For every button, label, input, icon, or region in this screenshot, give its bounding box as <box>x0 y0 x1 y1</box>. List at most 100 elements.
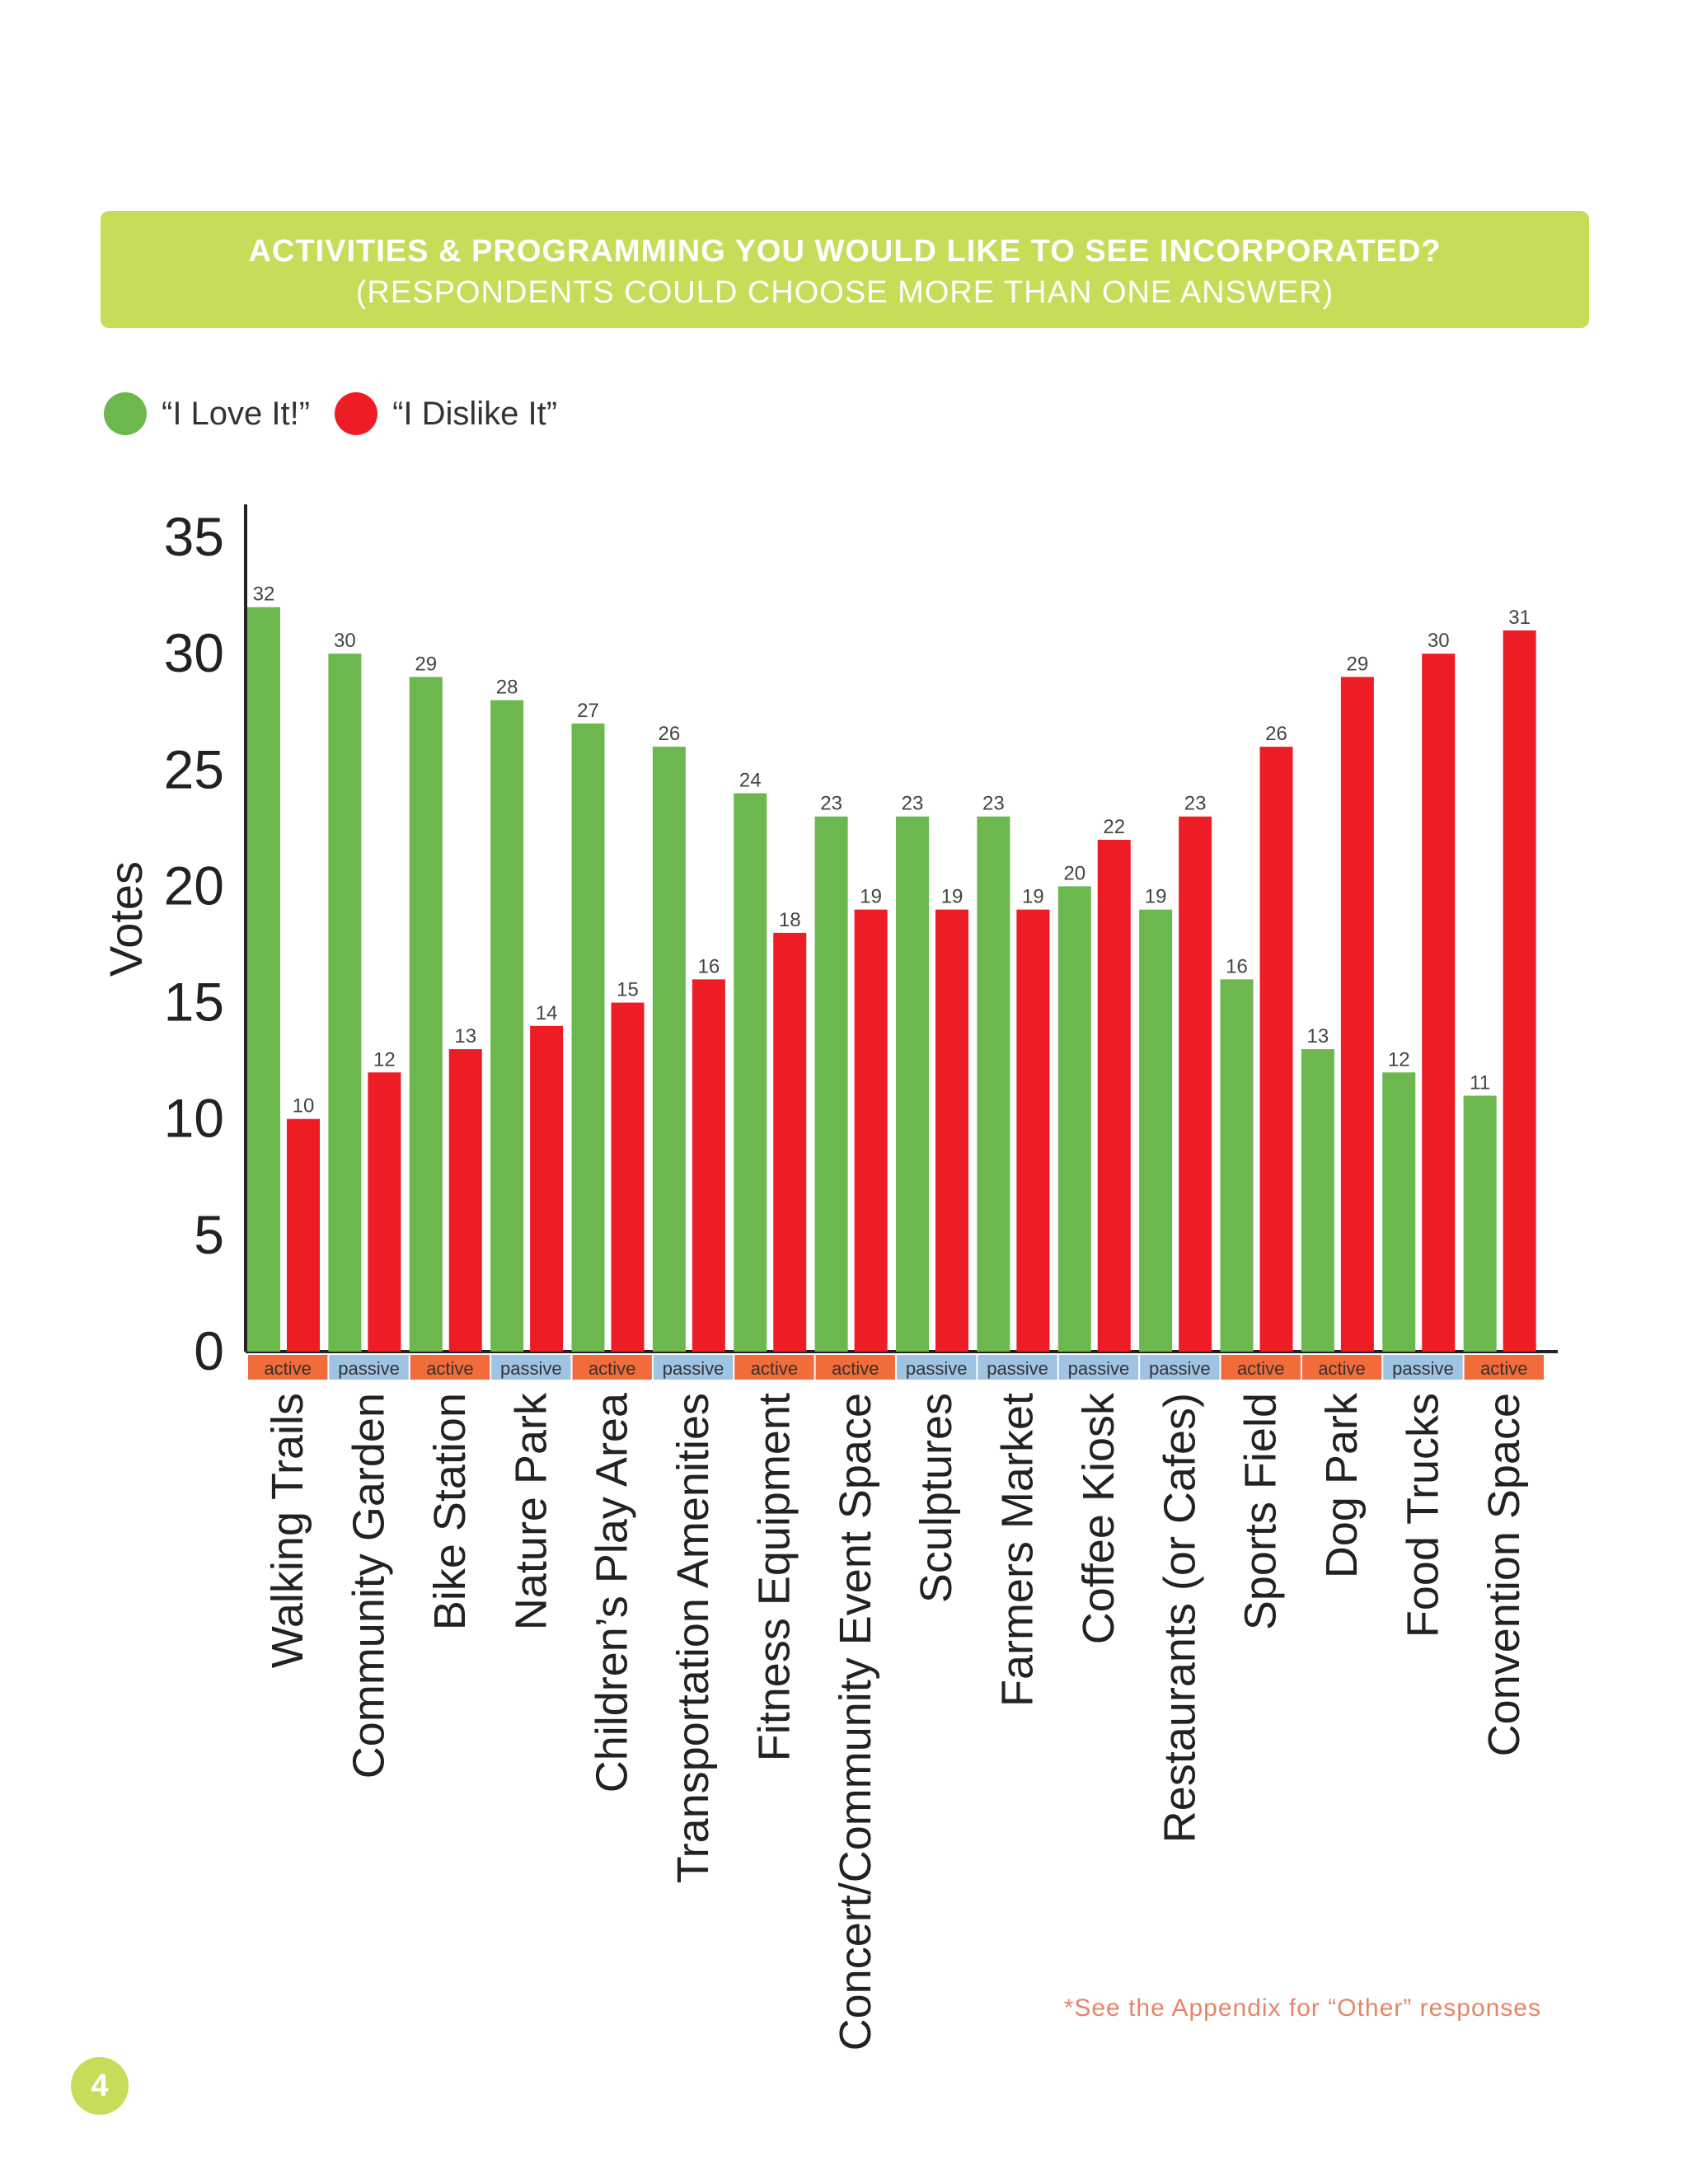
bar-dislike <box>854 909 888 1352</box>
data-label-love: 23 <box>902 793 924 815</box>
chart-subtitle: (RESPONDENTS COULD CHOOSE MORE THAN ONE … <box>355 275 1334 310</box>
bar-dislike <box>611 1002 645 1352</box>
legend-entry-love: “I Love It!” <box>104 392 310 435</box>
x-category-label: Dog Park <box>1317 1392 1367 1578</box>
bar-dislike <box>1179 816 1212 1352</box>
bar-love <box>1057 886 1091 1352</box>
data-label-dislike: 19 <box>1022 886 1044 908</box>
data-label-dislike: 18 <box>779 909 801 931</box>
x-category-label: Bike Station <box>425 1393 475 1630</box>
bar-love <box>1382 1072 1416 1352</box>
x-category-label: Concert/Community Event Space <box>831 1393 880 2050</box>
data-label-love: 12 <box>1388 1048 1410 1071</box>
bar-dislike <box>287 1118 320 1352</box>
data-label-dislike: 16 <box>698 955 720 977</box>
tag-active <box>1464 1355 1544 1380</box>
tag-passive <box>897 1355 977 1380</box>
bar-dislike <box>1259 747 1293 1352</box>
tag-active <box>734 1355 814 1380</box>
tag-label: passive <box>1149 1358 1211 1379</box>
bar-love <box>490 700 524 1352</box>
data-label-love: 29 <box>415 653 437 675</box>
data-label-dislike: 19 <box>941 886 964 908</box>
tag-label: active <box>264 1358 311 1379</box>
data-label-dislike: 15 <box>617 979 639 1001</box>
bar-love <box>896 816 929 1352</box>
bar-love <box>328 654 362 1352</box>
y-tick-label: 0 <box>194 1320 224 1381</box>
footnote: *See the Appendix for “Other” responses <box>1063 1994 1541 2022</box>
legend-entry-dislike: “I Dislike It” <box>335 392 557 435</box>
data-label-dislike: 14 <box>536 1002 558 1024</box>
data-label-dislike: 10 <box>293 1095 315 1118</box>
bar-love <box>734 793 767 1352</box>
x-category-label: Convention Space <box>1479 1393 1529 1756</box>
chart-title: ACTIVITIES & PROGRAMMING YOU WOULD LIKE … <box>248 234 1442 269</box>
tag-passive <box>1383 1355 1463 1380</box>
data-label-love: 16 <box>1226 955 1248 977</box>
data-label-dislike: 23 <box>1184 793 1207 815</box>
tag-passive <box>329 1355 409 1380</box>
legend: “I Love It!” “I Dislike It” <box>104 391 582 437</box>
data-label-love: 23 <box>820 793 842 815</box>
data-label-dislike: 30 <box>1428 630 1450 652</box>
y-tick-label: 25 <box>164 738 224 799</box>
y-tick-label: 5 <box>194 1204 224 1265</box>
tag-label: passive <box>500 1358 562 1379</box>
tag-label: passive <box>1392 1358 1454 1379</box>
y-axis-title: Votes <box>100 861 152 977</box>
data-label-love: 19 <box>1145 886 1167 908</box>
tag-active <box>572 1355 652 1380</box>
y-tick-label: 15 <box>164 972 224 1033</box>
bar-dislike <box>530 1025 564 1352</box>
y-tick-label: 10 <box>164 1088 224 1149</box>
x-category-label: Children’s Play Area <box>588 1392 637 1793</box>
page-number: 4 <box>71 2057 129 2115</box>
bar-love <box>1139 909 1173 1352</box>
legend-label-love: “I Love It!” <box>162 395 311 432</box>
legend-swatch-love <box>104 392 147 435</box>
x-category-label: Farmers Market <box>993 1393 1043 1707</box>
bar-dislike <box>1016 909 1050 1352</box>
bar-love <box>977 816 1010 1352</box>
bar-dislike <box>448 1049 482 1352</box>
data-label-love: 20 <box>1063 862 1085 884</box>
tag-passive <box>978 1355 1057 1380</box>
tag-label: passive <box>663 1358 724 1379</box>
bar-dislike <box>773 932 807 1352</box>
x-category-label: Nature Park <box>506 1392 556 1630</box>
tag-label: passive <box>987 1358 1048 1379</box>
tag-active <box>248 1355 328 1380</box>
tag-label: passive <box>338 1358 400 1379</box>
legend-label-dislike: “I Dislike It” <box>392 395 558 432</box>
x-category-label: Restaurants (or Cafes) <box>1155 1393 1204 1843</box>
data-label-love: 11 <box>1470 1071 1490 1094</box>
x-category-label: Coffee Kiosk <box>1074 1392 1123 1644</box>
tag-label: active <box>1237 1358 1284 1379</box>
bar-dislike <box>368 1072 401 1352</box>
bar-love <box>409 677 443 1352</box>
data-label-love: 23 <box>982 793 1005 815</box>
data-label-love: 13 <box>1307 1025 1329 1047</box>
data-label-love: 24 <box>739 770 762 792</box>
tag-active <box>1221 1355 1301 1380</box>
bar-dislike <box>1503 630 1536 1352</box>
bar-dislike <box>1422 654 1456 1352</box>
y-tick-label: 20 <box>164 855 224 916</box>
data-label-love: 28 <box>496 677 518 699</box>
bar-love <box>571 723 605 1352</box>
bar-love <box>1463 1095 1497 1352</box>
tag-passive <box>1058 1355 1139 1380</box>
data-label-dislike: 31 <box>1508 607 1531 629</box>
tag-label: active <box>832 1358 879 1379</box>
x-category-label: Food Trucks <box>1398 1393 1447 1638</box>
tag-label: passive <box>1068 1358 1130 1379</box>
tag-label: active <box>751 1358 798 1379</box>
legend-swatch-dislike <box>335 392 378 435</box>
data-label-dislike: 19 <box>860 886 882 908</box>
data-label-love: 27 <box>577 700 599 722</box>
tag-label: passive <box>906 1358 968 1379</box>
bar-love <box>814 816 848 1352</box>
x-category-label: Transportation Amenities <box>668 1393 718 1883</box>
x-category-label: Sculptures <box>912 1393 961 1603</box>
